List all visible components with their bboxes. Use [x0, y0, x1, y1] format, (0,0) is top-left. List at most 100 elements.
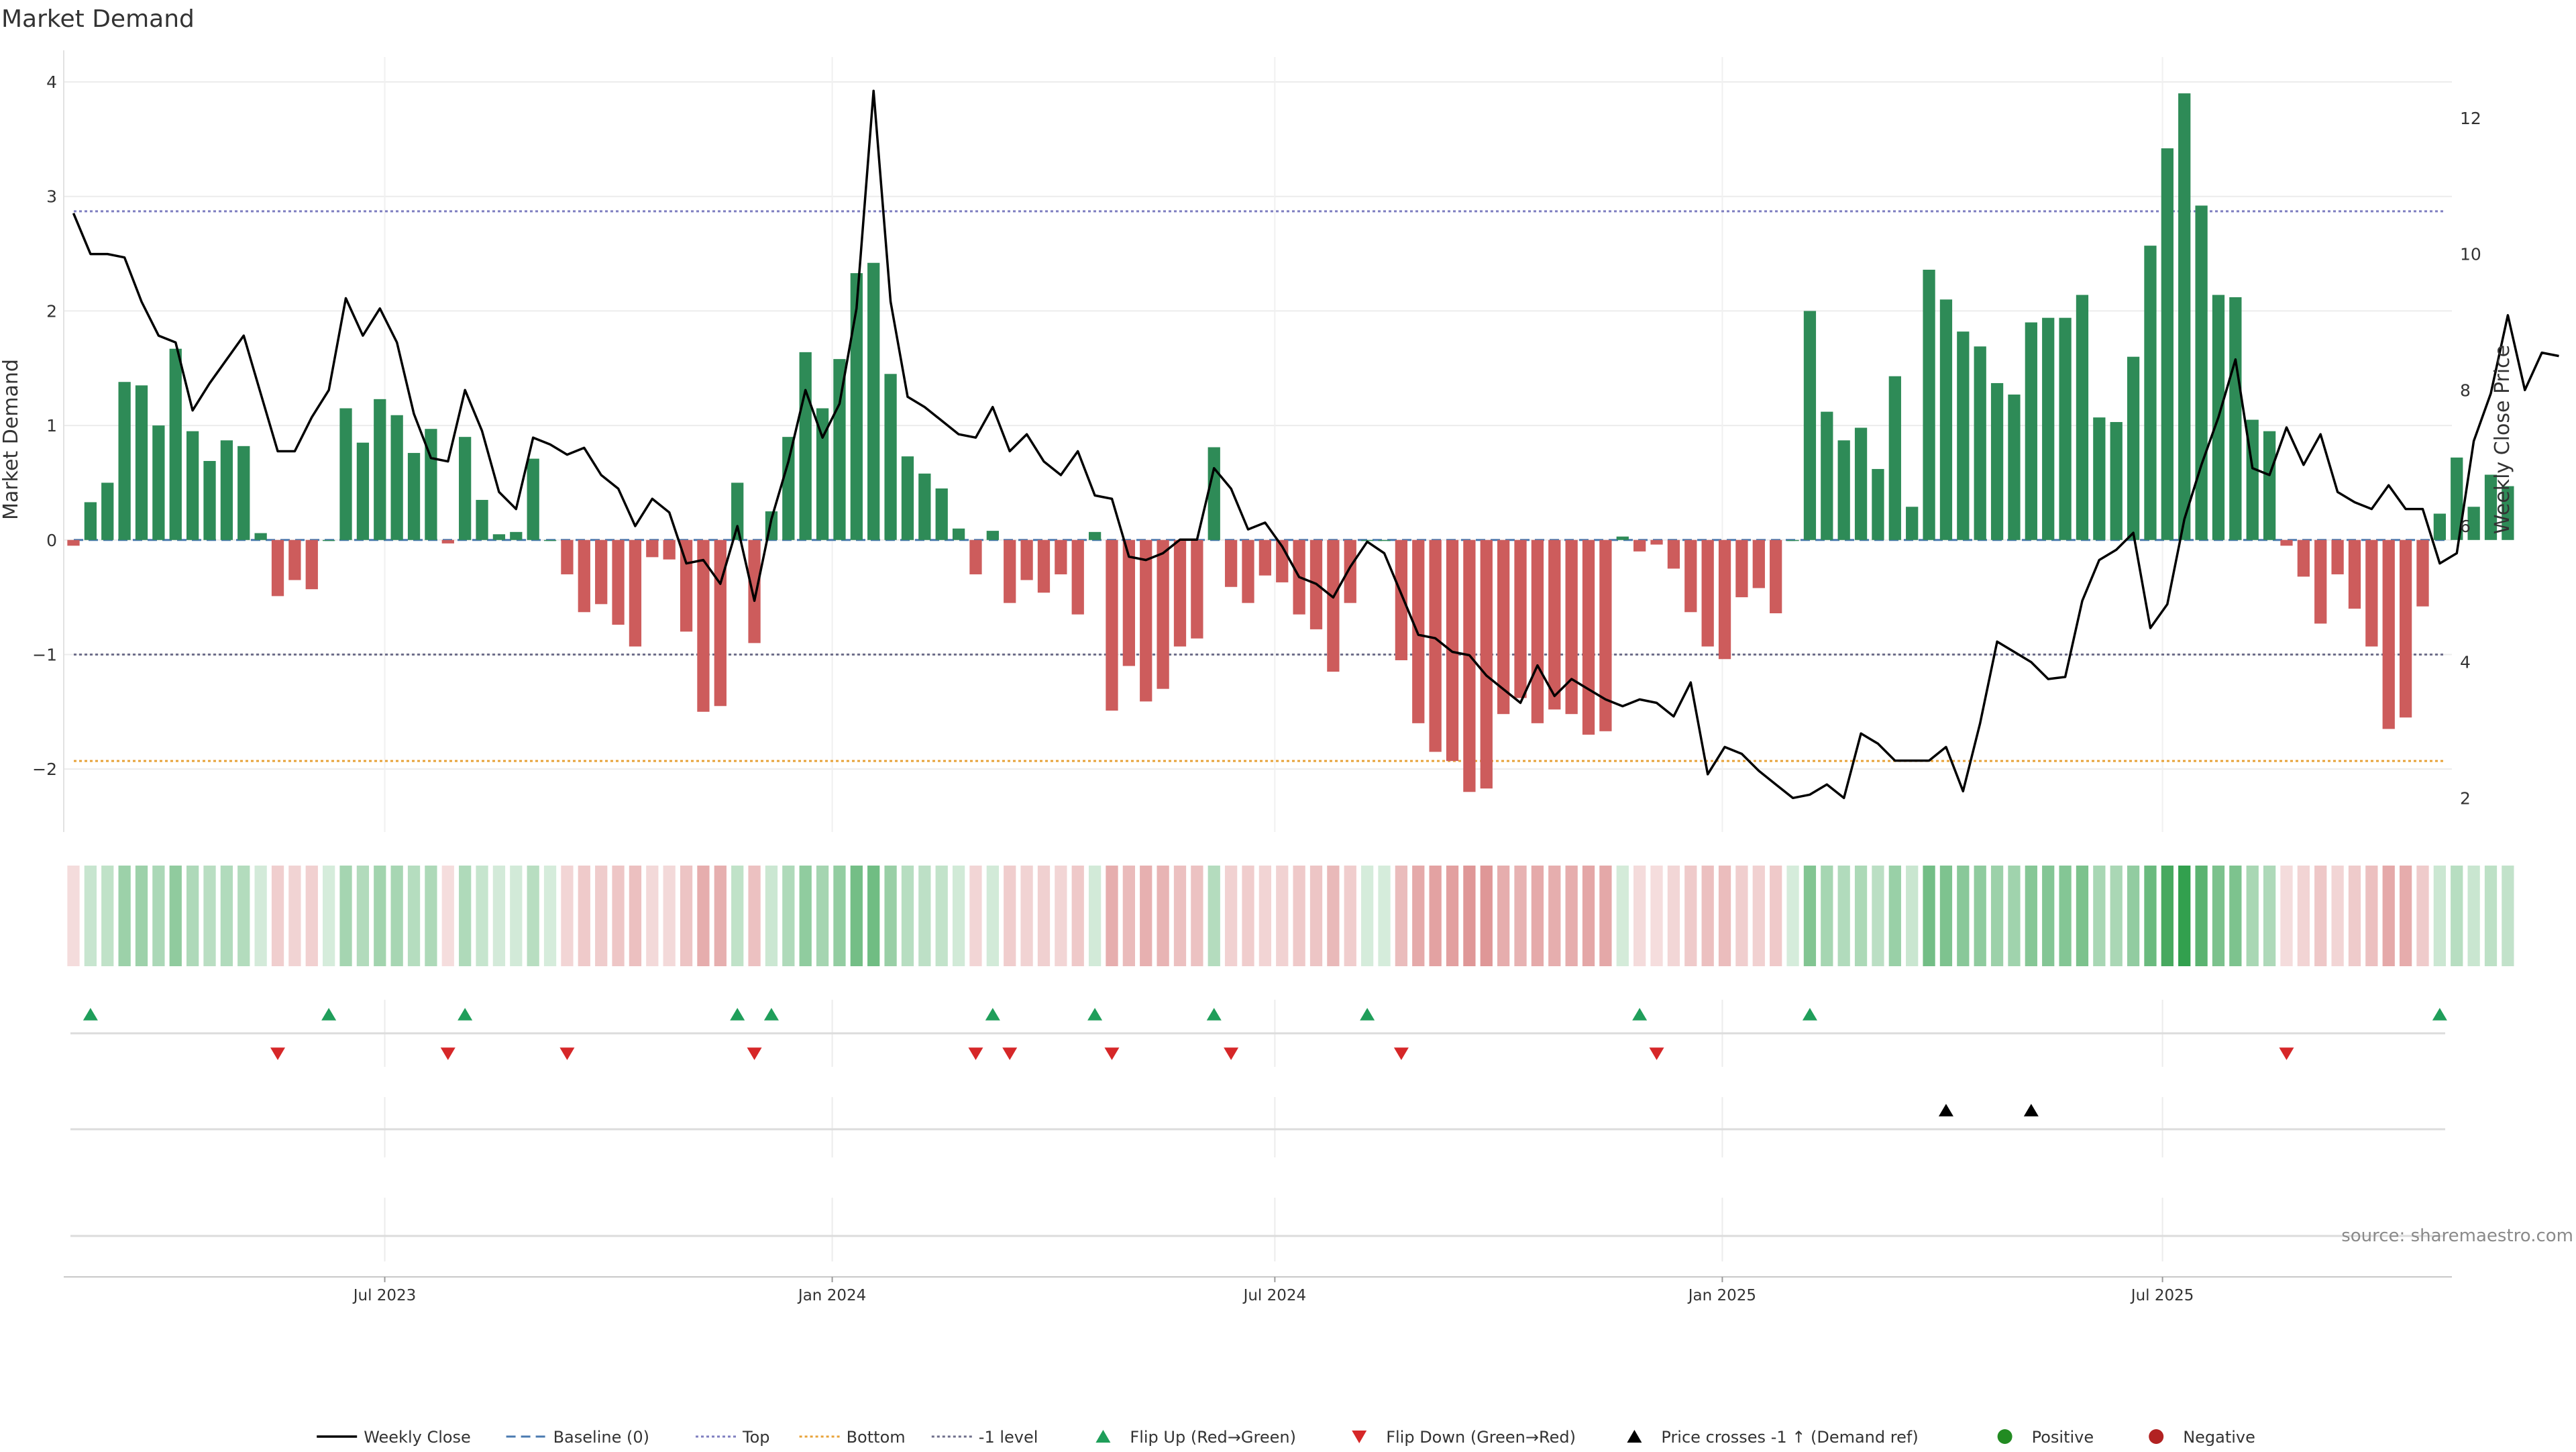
heat-cell	[118, 866, 131, 966]
demand-bar-positive	[2484, 474, 2498, 540]
demand-bar-positive	[1872, 468, 1884, 540]
heat-cell	[969, 866, 982, 966]
heat-cell	[1293, 866, 1305, 966]
x-tick-label: Jan 2025	[1687, 1287, 1756, 1304]
flip-up-marker	[1087, 1008, 1103, 1021]
heat-cell	[867, 866, 880, 966]
heat-cell	[578, 866, 590, 966]
heat-cell	[1429, 866, 1442, 966]
demand-bar-negative	[2382, 539, 2395, 729]
demand-bar-positive	[118, 382, 131, 540]
demand-bar-positive	[731, 482, 744, 540]
demand-bar-negative	[1140, 539, 1152, 702]
flip-down-marker	[968, 1047, 983, 1060]
demand-bar-negative	[1395, 539, 1408, 660]
flip-up-marker	[458, 1008, 473, 1021]
heat-cell	[782, 866, 795, 966]
left-tick-label: 3	[46, 187, 57, 207]
demand-bar-positive	[1378, 539, 1391, 541]
heat-cell	[799, 866, 812, 966]
left-tick-label: −1	[32, 645, 57, 664]
demand-bar-positive	[2433, 513, 2447, 540]
heat-cell	[680, 866, 693, 966]
x-tick-label: Jul 2024	[1242, 1287, 1307, 1304]
heat-cell	[1361, 866, 1374, 966]
heat-cell	[1582, 866, 1595, 966]
demand-bar-negative	[2416, 539, 2429, 607]
heat-cell	[1208, 866, 1220, 966]
flip-down-marker	[1393, 1047, 1409, 1060]
demand-bar-negative	[969, 539, 982, 574]
demand-bar-negative	[1684, 539, 1697, 613]
demand-bar-negative	[1735, 539, 1748, 598]
demand-bar-negative	[595, 539, 608, 605]
demand-bar-positive	[254, 533, 267, 540]
left-tick-label: 2	[46, 301, 57, 321]
heat-cell	[84, 866, 97, 966]
heat-cell	[2416, 866, 2429, 966]
demand-bar-positive	[1923, 269, 1935, 540]
heat-cell	[374, 866, 386, 966]
heat-cell	[697, 866, 710, 966]
heat-cell	[1157, 866, 1169, 966]
demand-bar-positive	[527, 458, 539, 540]
heat-cell	[2229, 866, 2242, 966]
demand-bar-positive	[169, 348, 182, 540]
flip-down-marker	[440, 1047, 455, 1060]
legend-label: Positive	[2032, 1428, 2094, 1447]
demand-bar-positive	[1837, 440, 1850, 540]
source-label: source: sharemaestro.com	[2341, 1226, 2573, 1246]
x-tick-label: Jul 2023	[352, 1287, 417, 1304]
demand-bar-positive	[1208, 447, 1220, 540]
chart-title: Market Demand	[1, 5, 195, 33]
heat-cell	[1327, 866, 1340, 966]
right-tick-label: 12	[2460, 109, 2481, 128]
demand-bar-negative	[629, 539, 642, 647]
flip-up-marker	[730, 1008, 745, 1021]
demand-bar-positive	[782, 437, 795, 540]
heat-cell	[1888, 866, 1901, 966]
heat-cell	[220, 866, 233, 966]
heat-cell	[1004, 866, 1016, 966]
flip-up-marker	[1206, 1008, 1222, 1021]
demand-bar-negative	[748, 539, 761, 643]
legend-item: Flip Up (Red→Green)	[1095, 1428, 1296, 1447]
date-axis: Jul 2023 Jan 2024 Jul 2024 Jan 2025 Jul 2025	[64, 1276, 2452, 1304]
legend-label: Negative	[2183, 1428, 2255, 1447]
heat-cell	[918, 866, 931, 966]
heat-cell	[237, 866, 250, 966]
demand-bar-negative	[1650, 539, 1663, 545]
flip-up-marker	[1802, 1008, 1817, 1021]
heat-cell	[2195, 866, 2208, 966]
triangle-down-icon	[1352, 1431, 1367, 1443]
heat-cell	[2212, 866, 2225, 966]
heat-cell	[731, 866, 744, 966]
heat-cell	[1701, 866, 1714, 966]
legend-item: Negative	[2149, 1428, 2255, 1447]
demand-bar-negative	[1463, 539, 1476, 792]
heat-cell	[169, 866, 182, 966]
heat-cell	[135, 866, 148, 966]
heat-cell	[510, 866, 523, 966]
heat-cell	[1803, 866, 1817, 966]
legend-label: Flip Down (Green→Red)	[1386, 1428, 1576, 1447]
legend-item: Top	[696, 1428, 770, 1447]
demand-bar-positive	[1974, 346, 1986, 540]
heat-cell	[288, 866, 301, 966]
demand-bar-positive	[101, 482, 114, 540]
heat-cell	[1242, 866, 1254, 966]
heat-cell	[2144, 866, 2157, 966]
flip-up-marker	[1632, 1008, 1648, 1021]
heat-cell	[714, 866, 727, 966]
triangle-up-icon	[1095, 1430, 1111, 1443]
demand-bar-positive	[1361, 539, 1374, 541]
heat-cell	[356, 866, 370, 966]
heat-cell	[1514, 866, 1527, 966]
demand-bar-positive	[1088, 531, 1102, 540]
price-cross-marker	[2023, 1104, 2039, 1117]
legend-label: Top	[742, 1428, 770, 1447]
demand-bar-negative	[288, 539, 301, 580]
demand-bar-negative	[663, 539, 676, 560]
demand-bar-positive	[425, 429, 437, 540]
demand-bar-negative	[1633, 539, 1646, 552]
